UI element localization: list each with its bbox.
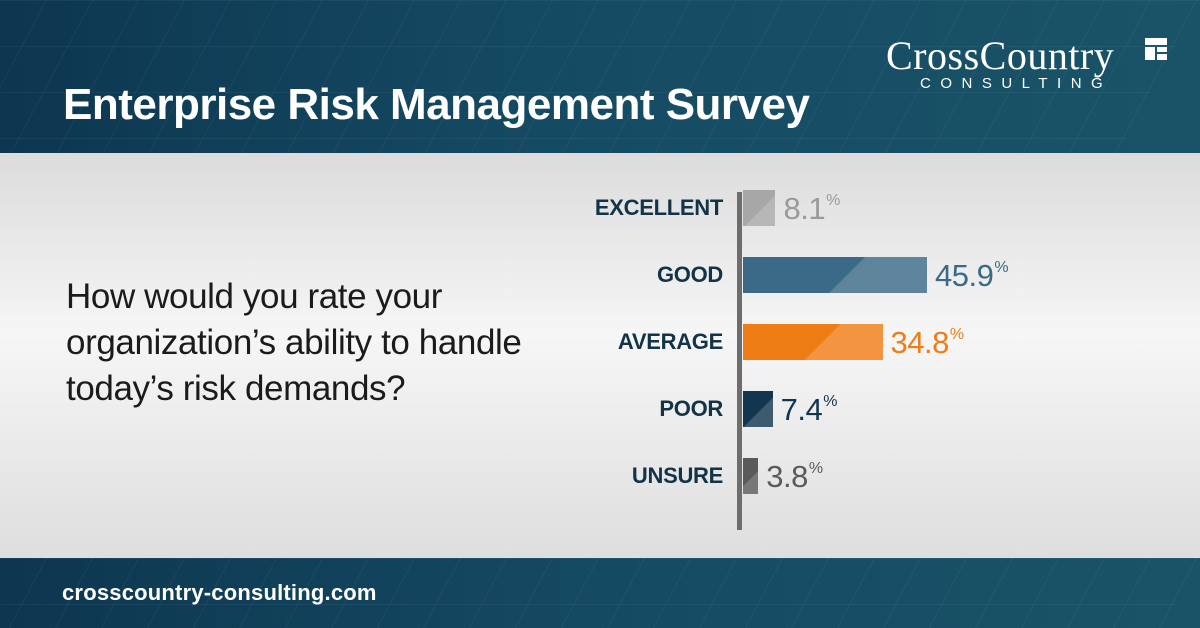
logo-wordmark: CrossCountry — [886, 33, 1115, 78]
bar-excellent — [743, 190, 776, 226]
bar-good — [743, 257, 927, 293]
value-number: 34.8 — [890, 325, 950, 360]
header-banner: Enterprise Risk Management Survey CrossC… — [0, 0, 1200, 153]
value-label-poor: 7.4% — [780, 392, 838, 427]
value-number: 45.9 — [935, 258, 994, 293]
logo-mark-icon — [1145, 38, 1167, 60]
crosscountry-logo: CrossCountry CONSULTING — [886, 36, 1176, 98]
value-label-good: 45.9% — [935, 258, 1009, 293]
value-label-unsure: 3.8% — [766, 459, 823, 494]
chart-axis-line — [737, 192, 742, 530]
logo-subtitle: CONSULTING — [920, 75, 1113, 92]
footer-banner: crosscountry-consulting.com — [0, 558, 1200, 628]
value-label-excellent: 8.1% — [783, 191, 840, 226]
percent-sign: % — [994, 259, 1009, 276]
value-number: 8.1 — [783, 191, 826, 226]
bar-poor — [743, 391, 773, 427]
bar-chart: EXCELLENT 8.1% GOOD 45.9% AVERAGE 34.8% POOR 7.… — [0, 153, 1200, 558]
category-label-good: GOOD — [656, 262, 723, 287]
percent-sign: % — [949, 326, 964, 343]
percent-sign: % — [823, 393, 837, 410]
value-label-average: 34.8% — [890, 325, 965, 360]
bar-unsure — [743, 458, 759, 494]
value-number: 3.8 — [766, 459, 808, 494]
footer-url: crosscountry-consulting.com — [62, 580, 377, 605]
category-label-excellent: EXCELLENT — [594, 195, 723, 220]
percent-sign: % — [808, 460, 823, 477]
survey-question: How would you rate your organization’s a… — [66, 277, 522, 408]
content-panel: How would you rate your organization’s a… — [0, 153, 1200, 558]
category-label-average: AVERAGE — [617, 329, 723, 354]
page-title: Enterprise Risk Management Survey — [63, 80, 810, 129]
value-number: 7.4 — [780, 392, 823, 427]
bar-average — [743, 324, 883, 360]
category-label-unsure: UNSURE — [631, 463, 723, 488]
percent-sign: % — [826, 192, 840, 209]
category-label-poor: POOR — [659, 396, 723, 421]
